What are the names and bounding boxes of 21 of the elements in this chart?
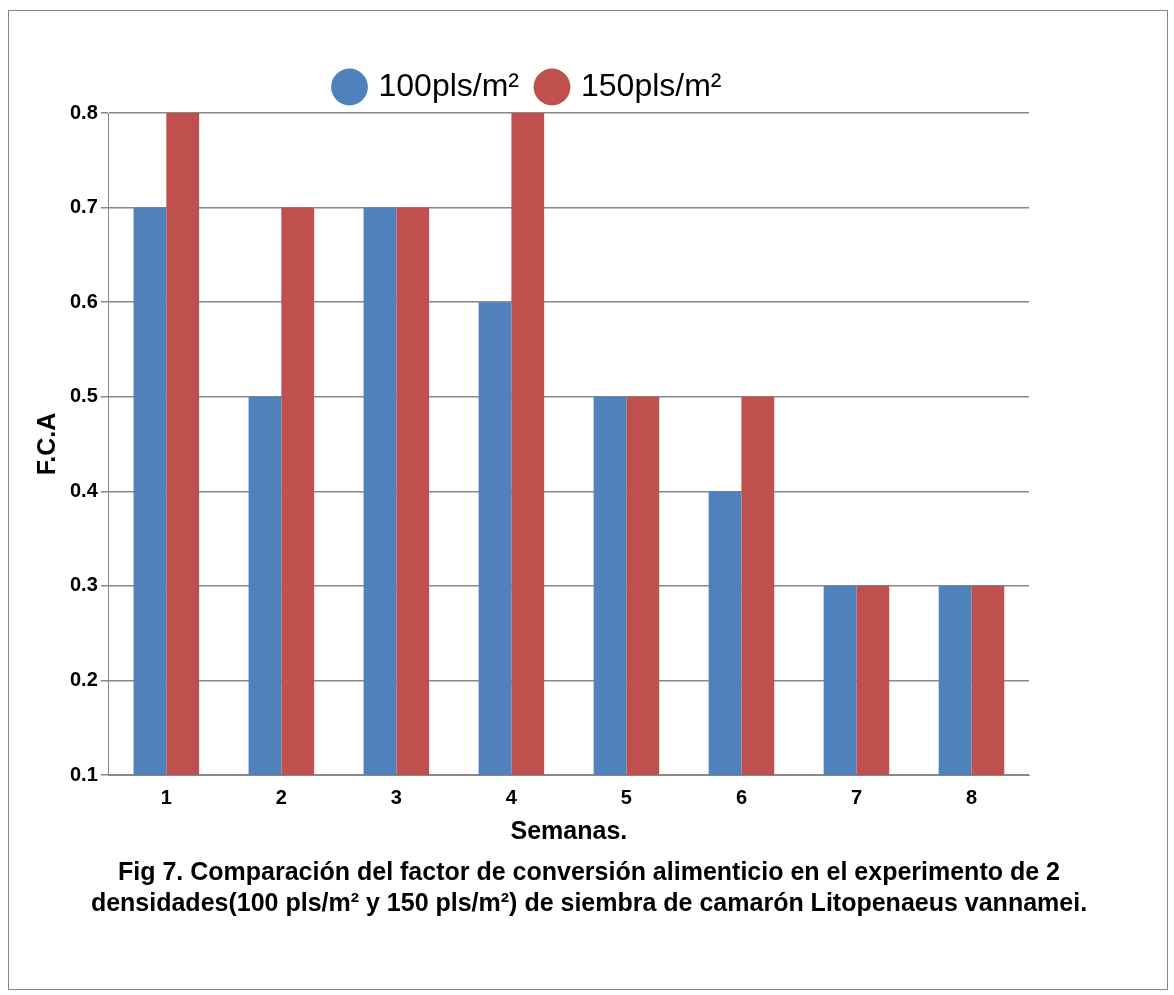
x-tick-label: 8	[965, 785, 978, 808]
x-tick-label: 3	[390, 785, 402, 808]
x-axis-title: Semanas.	[510, 815, 628, 844]
x-tick-label: 7	[850, 785, 863, 808]
x-tick-label: 6	[735, 785, 747, 808]
legend-label: 100pls/m²	[378, 66, 520, 103]
caption: Fig 7. Comparación del factor de conversión alimenticio en el experimento de 2 densidades(100 pls/m² y 150 pls/m²) de siembra de camarón Litopenaeus vannamei.	[89, 856, 1089, 918]
y-tick-label: 0.1	[69, 762, 98, 785]
x-tick-label: 5	[620, 785, 632, 808]
y-tick-label: 0.8	[69, 100, 98, 123]
y-tick-label: 0.3	[69, 573, 98, 596]
y-axis-title: F.C.A	[31, 412, 60, 476]
legend-label: 150pls/m²	[581, 66, 722, 103]
x-tick-label: 2	[275, 785, 287, 808]
y-tick-label: 0.7	[69, 195, 98, 218]
y-tick-label: 0.4	[69, 478, 99, 501]
y-tick-label: 0.5	[69, 384, 98, 407]
y-tick-label: 0.2	[69, 667, 98, 690]
x-tick-label: 1	[160, 785, 172, 808]
x-tick-label: 4	[505, 785, 518, 808]
y-tick-label: 0.6	[69, 289, 98, 312]
